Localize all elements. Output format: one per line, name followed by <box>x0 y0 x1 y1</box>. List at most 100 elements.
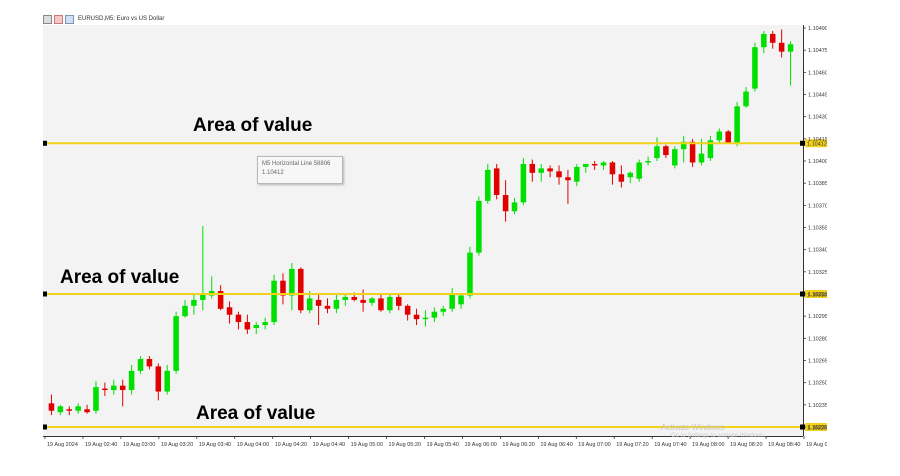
candle <box>48 394 55 416</box>
time-tick-label: 19 Aug 05:00 <box>351 442 383 448</box>
price-tick-label: 1.10310 <box>808 292 827 298</box>
price-tag-label: 1.10310 <box>807 292 827 298</box>
candle <box>111 379 117 395</box>
price-tick-label: 1.10400 <box>808 159 827 165</box>
price-tick-label: 1.10355 <box>808 226 827 232</box>
line-handle-left <box>43 424 47 430</box>
time-tick-label: 19 Aug 2024 <box>47 442 78 448</box>
candle <box>663 144 669 159</box>
price-tag <box>805 290 827 298</box>
candle <box>333 294 340 314</box>
candle-body <box>476 200 482 253</box>
candle-body <box>761 33 767 48</box>
candle-body <box>787 44 794 52</box>
chart-window[interactable]: 1.10412 1.10310 1.10220 1.10490 1.10475 1.10… <box>43 13 827 449</box>
timeframe-icon <box>65 14 74 24</box>
horizontal-line[interactable]: 1.10220 <box>43 423 827 431</box>
price-tick-label: 1.10340 <box>808 248 827 254</box>
candle <box>520 158 527 206</box>
candle-body <box>164 370 170 392</box>
time-tick-label: 19 Aug 04:40 <box>313 442 345 448</box>
candle <box>458 294 464 309</box>
line-handle-right <box>800 291 805 297</box>
candle-body <box>378 298 384 311</box>
candle-body <box>565 177 571 181</box>
time-tick-label: 19 Aug 02:40 <box>85 442 117 448</box>
candle <box>778 29 785 58</box>
time-tick-label: 19 Aug 03:20 <box>161 442 193 448</box>
time-tick-label: 19 Aug 06:00 <box>464 442 496 448</box>
candle-body <box>217 291 224 309</box>
candle <box>556 165 562 185</box>
candle-body <box>449 294 455 309</box>
time-tick-label: 19 Aug 08:00 <box>692 442 724 448</box>
candle-body <box>698 153 705 163</box>
price-tick-label: 1.10415 <box>808 137 827 143</box>
time-axis: 19 Aug 2024 19 Aug 02:40 19 Aug 03:00 19 Au… <box>44 436 827 448</box>
candle-body <box>716 131 723 141</box>
candle <box>582 163 589 173</box>
price-tick-label: 1.10265 <box>808 359 827 365</box>
candle <box>324 298 331 314</box>
candle-body <box>413 314 420 320</box>
candle-body <box>342 296 349 300</box>
candle-body <box>93 387 99 411</box>
candle <box>529 159 536 182</box>
candle <box>191 294 197 315</box>
candle-body <box>57 406 64 413</box>
candle-body <box>306 298 313 311</box>
time-tick-label: 19 Aug 07:00 <box>578 442 610 448</box>
candle-body <box>734 106 740 144</box>
time-tick-label: 19 Aug 09:00 <box>806 442 827 448</box>
candle <box>769 30 776 49</box>
candle-body <box>75 406 81 411</box>
candle <box>253 322 260 334</box>
activation-watermark: Activate Windows <box>661 423 725 432</box>
price-tick-label: 1.10445 <box>808 93 827 99</box>
candle-body <box>155 366 162 392</box>
time-tick-label: 19 Aug 03:40 <box>199 442 231 448</box>
candle-body <box>600 162 607 166</box>
line-handle-left <box>43 140 47 146</box>
candle <box>271 274 277 326</box>
price-tick-label: 1.10385 <box>808 181 827 187</box>
candle-body <box>422 317 429 320</box>
symbol-flag-icon <box>54 14 63 24</box>
candle-body <box>200 294 206 300</box>
candle <box>119 379 126 407</box>
candle <box>761 30 767 54</box>
time-tick-label: 19 Aug 03:00 <box>123 442 155 448</box>
horizontal-line[interactable]: 1.10412 <box>43 139 827 148</box>
chart-window-icon[interactable] <box>43 14 52 24</box>
time-tick-label: 19 Aug 08:20 <box>730 442 762 448</box>
candle <box>636 159 642 182</box>
candle-body <box>404 305 411 315</box>
candle-body <box>556 171 562 178</box>
price-tick-label: 1.10370 <box>808 203 827 209</box>
candle-body <box>689 141 696 163</box>
candle-body <box>547 168 553 172</box>
candle <box>752 42 758 92</box>
candle-body <box>743 91 749 107</box>
price-tag <box>805 423 827 431</box>
candle <box>600 161 607 170</box>
candle <box>413 308 420 326</box>
candle-body <box>280 280 286 296</box>
candle-body <box>333 299 340 309</box>
candle-body <box>707 140 714 159</box>
candle-body <box>182 305 188 317</box>
candle-body <box>324 305 331 309</box>
candle-body <box>609 162 616 175</box>
price-tick-label: 1.10295 <box>808 314 827 320</box>
candle-body <box>66 409 73 411</box>
candle <box>591 161 598 170</box>
candle-body <box>769 33 776 43</box>
candle-body <box>360 299 366 303</box>
candle-body <box>298 268 304 311</box>
candle-body <box>458 295 464 305</box>
horizontal-line[interactable]: 1.10310 <box>43 290 827 298</box>
candle <box>565 169 571 204</box>
candle-body <box>618 174 625 182</box>
candle-body <box>262 322 268 326</box>
